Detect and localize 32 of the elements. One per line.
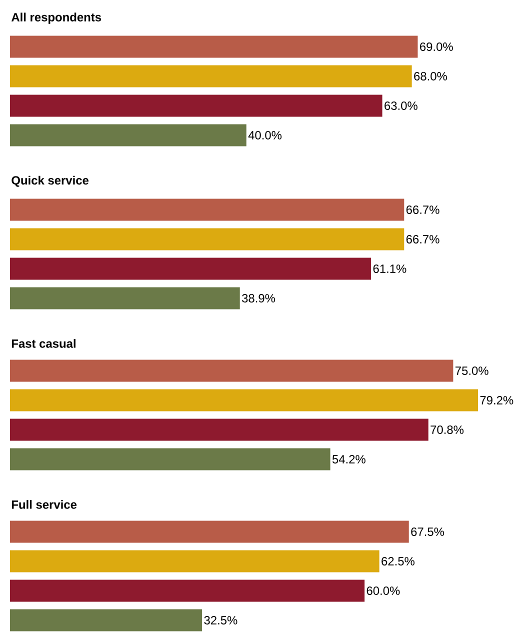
data-label: 69.0%	[420, 42, 453, 51]
bar	[10, 65, 412, 88]
data-label: 61.1%	[373, 264, 406, 273]
data-label: 70.8%	[430, 426, 464, 434]
bar	[10, 609, 202, 632]
bar	[10, 550, 380, 572]
data-label: 38.9%	[242, 294, 276, 302]
data-label: 68.0%	[414, 72, 447, 80]
bar	[10, 94, 382, 117]
data-label: 63.0%	[384, 102, 418, 110]
bar	[10, 418, 428, 441]
chart-title: All respondents	[11, 12, 102, 24]
bar	[10, 124, 246, 146]
bar	[10, 520, 409, 543]
chart-title: Full service	[12, 500, 77, 509]
chart-title: Quick service	[12, 176, 89, 187]
data-label: 67.5%	[411, 528, 444, 536]
bar	[10, 448, 330, 470]
bar	[10, 580, 365, 602]
bar	[10, 360, 454, 382]
data-label: 66.7%	[406, 235, 440, 244]
data-label: 66.7%	[406, 206, 440, 214]
bar	[10, 389, 478, 412]
chart-title: Fast casual	[12, 339, 76, 348]
data-label: 32.5%	[204, 616, 238, 624]
data-label: 40.0%	[248, 131, 282, 140]
data-label: 79.2%	[480, 396, 514, 404]
bar	[10, 36, 418, 58]
data-label: 75.0%	[455, 366, 488, 375]
data-label: 60.0%	[366, 586, 400, 595]
data-label: 54.2%	[332, 455, 366, 464]
data-label: 62.5%	[382, 557, 414, 566]
